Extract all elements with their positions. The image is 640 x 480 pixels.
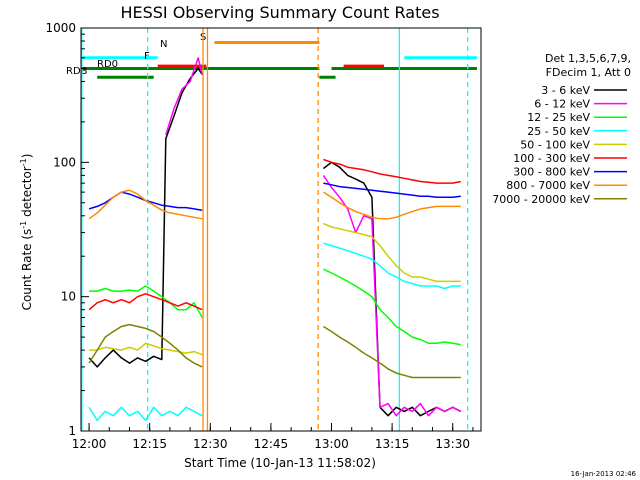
legend-entry-label: 25 - 50 keV	[527, 125, 590, 138]
legend-entry-label: 7000 - 20000 keV	[492, 193, 590, 206]
legend: Det 1,3,5,6,7,9, FDecim 1, Att 0 3 - 6 k…	[492, 52, 631, 206]
x-axis-ticks: 12:00 12:15 12:30 12:45 13:00 13:15 13:30	[72, 423, 474, 451]
legend-header-line-1: Det 1,3,5,6,7,9,	[545, 52, 631, 65]
y-tick-label: 10	[61, 290, 76, 304]
chart-title: HESSI Observing Summary Count Rates	[120, 3, 439, 22]
flag-label-f: F	[144, 51, 150, 62]
timestamp: 16-Jan-2013 02:46	[571, 470, 637, 478]
series-line-5-seg-0	[88, 293, 203, 311]
plot-frame	[80, 27, 482, 432]
legend-entry-label: 100 - 300 keV	[513, 152, 590, 165]
x-tick-label: 13:30	[435, 437, 470, 451]
legend-entry-label: 300 - 800 keV	[513, 166, 590, 179]
x-tick-label: 12:15	[132, 437, 167, 451]
series-line-1-seg-0	[165, 57, 203, 136]
y-tick-label: 100	[53, 155, 76, 169]
x-tick-label: 12:45	[254, 437, 289, 451]
legend-header-line-2: FDecim 1, Att 0	[546, 66, 631, 79]
x-tick-label: 13:15	[375, 437, 410, 451]
series-lines	[88, 57, 462, 422]
y-tick-label: 1000	[45, 21, 76, 35]
series-line-8-seg-1	[323, 325, 461, 379]
y-tick-label: 1	[68, 424, 76, 438]
legend-entry-label: 800 - 7000 keV	[506, 179, 590, 192]
legend-entry-label: 3 - 6 keV	[541, 84, 590, 97]
series-line-4-seg-1	[323, 222, 461, 283]
series-line-7-seg-1	[323, 191, 461, 220]
series-line-3-seg-1	[323, 242, 461, 290]
x-tick-label: 13:00	[314, 437, 349, 451]
series-line-3-seg-0	[88, 406, 203, 422]
series-line-2-seg-0	[89, 285, 203, 318]
series-line-7-seg-0	[88, 189, 203, 220]
legend-entry-label: 12 - 25 keV	[527, 111, 590, 124]
x-axis-label: Start Time (10-Jan-13 11:58:02)	[184, 456, 376, 470]
legend-entry-label: 6 - 12 keV	[534, 98, 590, 111]
legend-entry-label: 50 - 100 keV	[520, 138, 590, 151]
series-line-2-seg-1	[323, 268, 461, 346]
series-line-6-seg-1	[323, 182, 461, 198]
series-line-5-seg-1	[323, 158, 461, 184]
y-axis-label: Count Rate (s-1 detector-1)	[19, 154, 34, 311]
y-axis-ticks: 1 10 100 1000	[45, 21, 89, 438]
flag-label-rdb: RDB	[66, 66, 88, 77]
vertical-markers	[81, 28, 469, 431]
x-tick-label: 12:00	[72, 437, 107, 451]
flag-label-n: N	[160, 39, 167, 50]
series-line-4-seg-0	[89, 342, 203, 356]
flag-label-rd0: RD0	[97, 59, 118, 70]
series-line-8-seg-0	[88, 323, 203, 368]
x-tick-label: 12:30	[193, 437, 228, 451]
